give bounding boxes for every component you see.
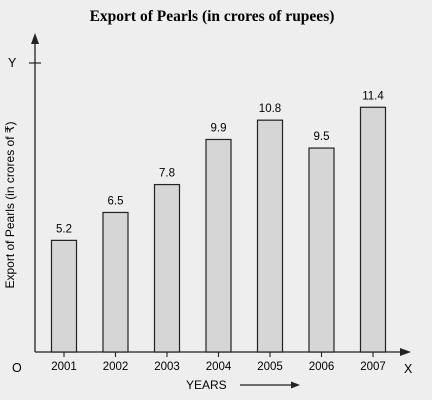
x-axis-letter: X xyxy=(404,362,413,376)
chart-title: Export of Pearls (in crores of rupees) xyxy=(90,8,335,25)
bar-2001 xyxy=(50,239,78,353)
y-axis-arrowhead xyxy=(31,33,39,44)
x-tick-label-2007: 2007 xyxy=(360,361,386,373)
y-axis-title: Export of Pearls (in crores of ₹) xyxy=(3,121,17,288)
bars-group: 5.2 2001 6.5 2002 7.8 2003 9.9 2004 10.8 2005 9.5 2… xyxy=(50,90,387,373)
value-label-2004: 9.9 xyxy=(211,122,227,134)
x-tick-label-2006: 2006 xyxy=(309,361,335,373)
x-tick-label-2002: 2002 xyxy=(103,361,129,373)
x-tick-label-2004: 2004 xyxy=(206,361,232,373)
x-axis-title: YEARS xyxy=(186,378,227,392)
x-tick-label-2003: 2003 xyxy=(154,361,180,373)
bar-2002 xyxy=(102,211,129,353)
x-tick-label-2005: 2005 xyxy=(257,361,283,373)
bar-2006 xyxy=(308,147,335,353)
bar-2003 xyxy=(153,183,181,353)
x-axis-title-arrowhead xyxy=(291,381,300,389)
y-axis-letter: Y xyxy=(8,56,17,70)
bar-2004 xyxy=(205,138,232,353)
x-tick-label-2001: 2001 xyxy=(51,361,77,373)
value-label-2007: 11.4 xyxy=(362,90,384,102)
value-label-2005: 10.8 xyxy=(259,103,281,115)
value-label-2002: 6.5 xyxy=(108,195,124,207)
origin-label: O xyxy=(12,361,22,375)
bar-2007 xyxy=(359,106,387,353)
bar-2005 xyxy=(256,119,284,353)
value-label-2006: 9.5 xyxy=(314,131,330,143)
x-axis-arrowhead xyxy=(400,348,411,356)
value-label-2001: 5.2 xyxy=(56,223,72,235)
value-label-2003: 7.8 xyxy=(159,168,175,180)
